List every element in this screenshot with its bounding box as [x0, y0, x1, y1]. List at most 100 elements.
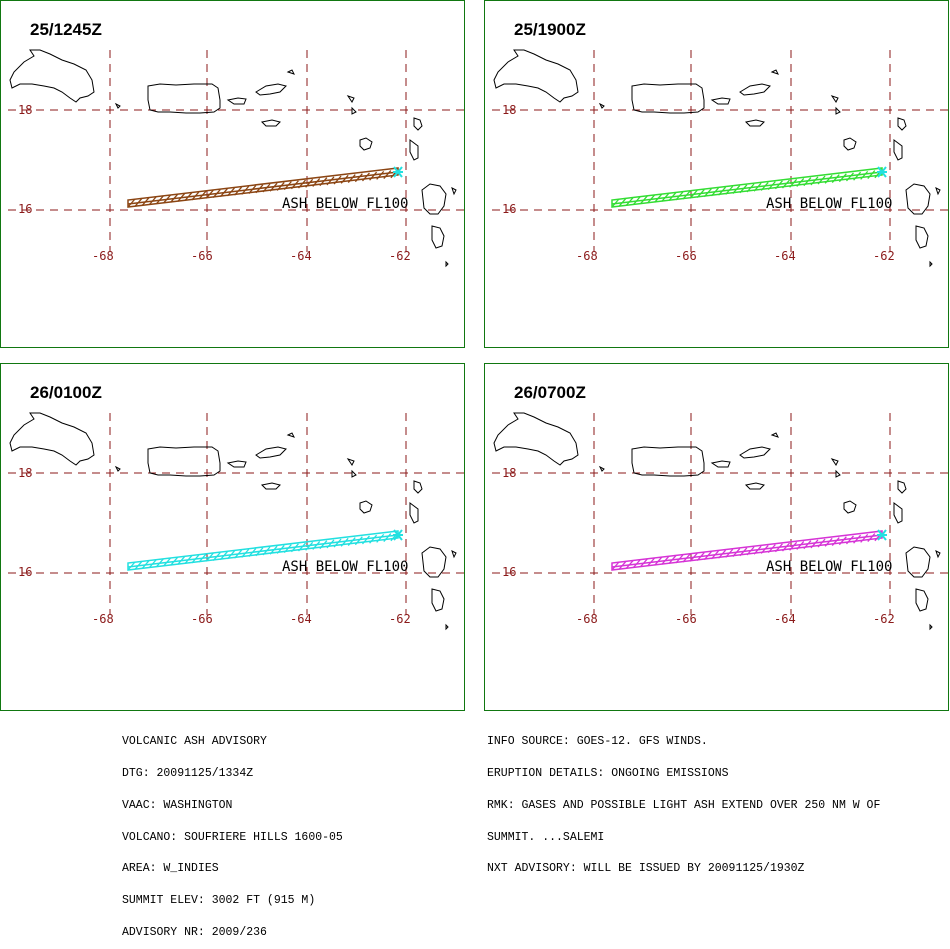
panel-time-label: 25/1900Z [514, 20, 586, 39]
ash-hatch [831, 537, 840, 546]
map-panel-1: 25/1245Z 18 16 -68 -66 -64 -62 ASH BELOW… [0, 0, 465, 348]
ash-hatch [867, 533, 876, 543]
volcano-marker [877, 166, 887, 178]
ash-hatch [354, 173, 363, 183]
ash-hatch [383, 533, 392, 543]
ash-hatch [824, 537, 833, 547]
coastline-path [598, 102, 605, 109]
ash-hatch [817, 538, 826, 548]
lat-label-18: 18 [18, 466, 32, 480]
advisory-line: VOLCANO: SOUFRIERE HILLS 1600-05 [122, 830, 343, 844]
advisory-line: NXT ADVISORY: WILL BE ISSUED BY 20091125… [487, 862, 805, 876]
ash-plume [127, 167, 399, 208]
advisory-line: VAAC: WASHINGTON [122, 798, 233, 812]
ash-height-label: ASH BELOW FL100 [766, 196, 892, 212]
coastline-path [421, 546, 447, 578]
coastline-path [260, 119, 281, 127]
coastline-path [897, 480, 907, 494]
coastline-path [744, 482, 765, 490]
coastline-path [631, 83, 705, 114]
ash-hatch [347, 174, 356, 183]
ash-plume [611, 167, 883, 208]
coastline-path [897, 117, 907, 131]
coastline-path [226, 97, 247, 105]
ash-cloud-axis [127, 171, 399, 205]
ash-hatch [796, 541, 805, 550]
coastline-path [929, 260, 933, 268]
lat-label-16: 16 [502, 565, 516, 579]
ash-hatch [803, 540, 812, 550]
coastline-path [493, 49, 579, 103]
ash-hatch [810, 539, 819, 549]
coastline-path [359, 137, 373, 151]
ash-hatch [860, 533, 869, 543]
ash-hatch [369, 171, 378, 181]
coastline-path [935, 187, 941, 196]
ash-cloud-axis [611, 171, 883, 205]
coastline-path [830, 458, 839, 466]
coastline-path [255, 446, 287, 459]
ash-cloud-outline [611, 530, 883, 571]
coastline-path [739, 83, 771, 96]
coastline-path [114, 465, 121, 472]
coastline-path [114, 102, 121, 109]
ash-hatch [831, 174, 840, 183]
coastline [493, 49, 941, 268]
ash-cloud-outline [127, 530, 399, 571]
ash-hatch [853, 171, 862, 181]
lon-label-66: -66 [191, 249, 213, 263]
map-panel-3: 26/0100Z 18 16 -68 -66 -64 -62 ASH BELOW… [0, 363, 465, 711]
ash-plume [127, 530, 399, 571]
advisory-line: RMK: GASES AND POSSIBLE LIGHT ASH EXTEND… [487, 798, 881, 812]
lon-label-66: -66 [675, 612, 697, 626]
ash-hatch [361, 172, 370, 182]
ash-hatch [845, 172, 854, 182]
lat-label-16: 16 [18, 565, 32, 579]
lat-label-18: 18 [502, 466, 516, 480]
advisory-line: INFO SOURCE: GOES-12. GFS WINDS. [487, 735, 708, 749]
coastline-path [835, 469, 841, 478]
coastline-path [710, 460, 731, 468]
lon-label-62: -62 [389, 612, 411, 626]
coastline-path [351, 469, 357, 478]
coastline-path [631, 446, 705, 477]
ash-hatch [354, 536, 363, 546]
lon-label-68: -68 [576, 249, 598, 263]
lon-label-64: -64 [774, 612, 796, 626]
coastline [493, 412, 941, 631]
ash-hatch [376, 533, 385, 543]
lon-label-62: -62 [873, 249, 895, 263]
lat-label-18: 18 [18, 103, 32, 117]
coastline-path [286, 432, 295, 438]
ash-hatch [853, 534, 862, 544]
ash-plume [611, 530, 883, 571]
coastline-path [893, 502, 903, 524]
coastline-path [770, 69, 779, 75]
advisory-line: ERUPTION DETAILS: ONGOING EMISSIONS [487, 766, 729, 780]
lon-label-64: -64 [290, 249, 312, 263]
coastline-path [351, 106, 357, 115]
coastline-path [843, 137, 857, 151]
coastline-path [286, 69, 295, 75]
coastline-path [451, 187, 457, 196]
ash-hatch [838, 173, 847, 183]
coastline-path [929, 623, 933, 631]
coastline-path [413, 117, 423, 131]
coastline-path [935, 550, 941, 559]
lon-label-68: -68 [92, 612, 114, 626]
advisory-line: AREA: W_INDIES [122, 862, 219, 876]
ash-hatch [376, 170, 385, 180]
coastline-path [744, 119, 765, 127]
ash-hatch [333, 538, 342, 548]
coastline-path [710, 97, 731, 105]
coastline-path [147, 446, 221, 477]
ash-hatch [383, 170, 392, 180]
ash-hatch [340, 174, 349, 184]
coastline-path [421, 183, 447, 215]
map-canvas: 26/0100Z 18 16 -68 -66 -64 -62 ASH BELOW… [0, 363, 465, 711]
coastline-path [147, 83, 221, 114]
lat-label-16: 16 [18, 202, 32, 216]
map-panel-2: 25/1900Z 18 16 -68 -66 -64 -62 ASH BELOW… [484, 0, 949, 348]
coastline-path [445, 260, 449, 268]
ash-hatch [796, 178, 805, 187]
